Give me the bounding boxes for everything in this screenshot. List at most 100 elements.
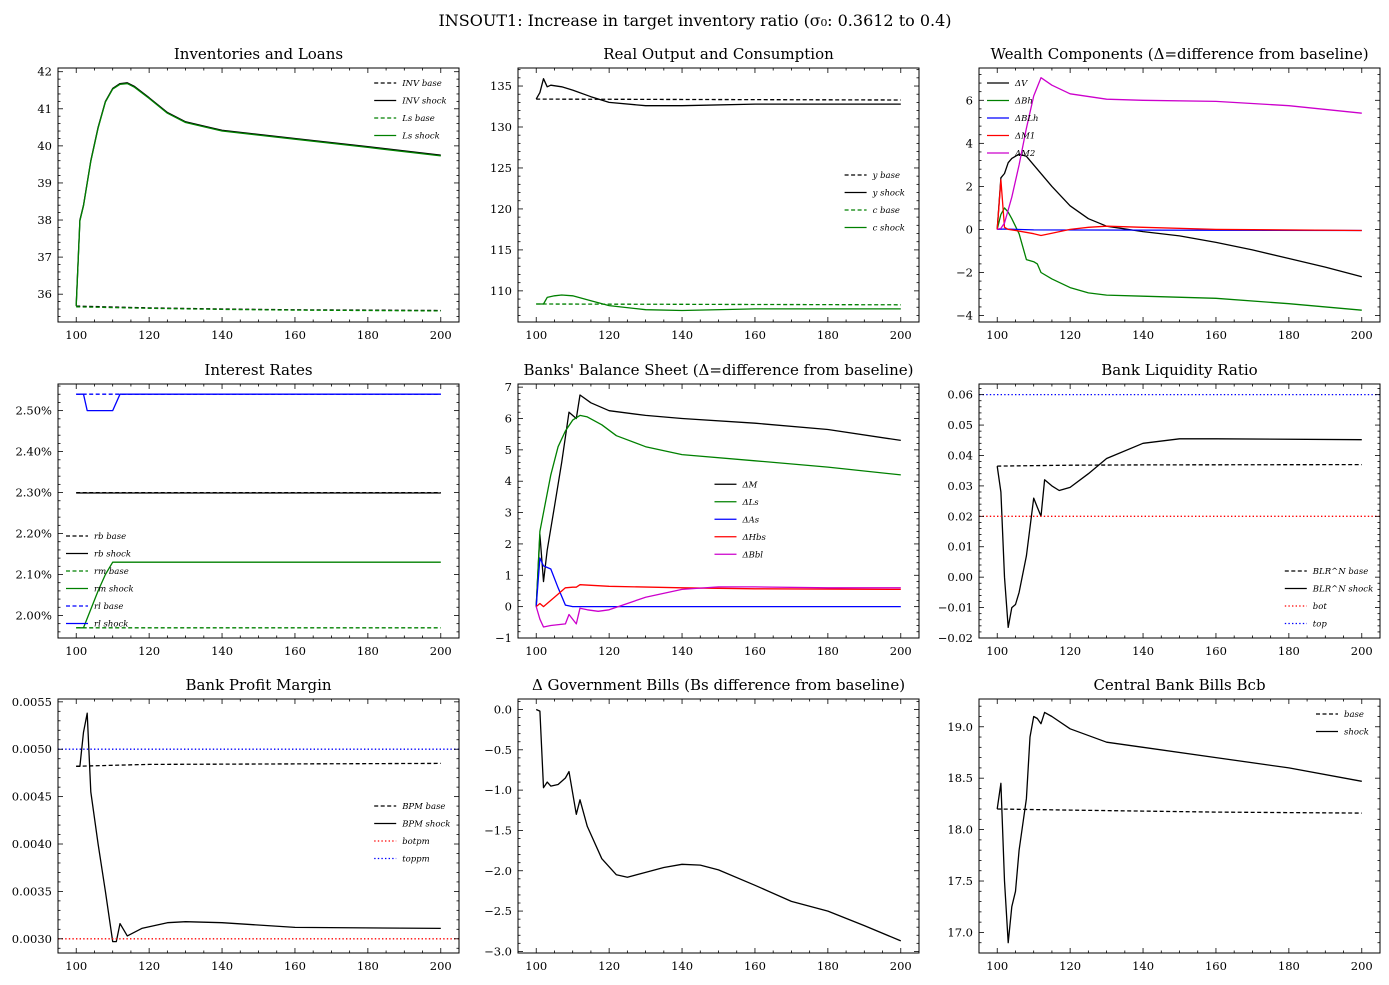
series-line-1	[996, 153, 1362, 278]
x-tick-label: 100	[986, 644, 1008, 658]
legend-entry: botpm	[402, 837, 429, 847]
legend-entry: rb base	[94, 532, 126, 542]
x-tick-label: 180	[817, 644, 839, 658]
y-tick-label: 18.5	[947, 771, 973, 785]
legend-entry: rm shock	[94, 585, 134, 595]
subplot-title: Bank Profit Margin	[185, 676, 331, 694]
legend-entry: Ls base	[401, 114, 435, 124]
x-tick-label: 140	[1132, 959, 1154, 973]
legend-entry: ΔBh	[1014, 97, 1033, 107]
legend-entry: bot	[1313, 602, 1328, 612]
legend-entry: rb shock	[94, 550, 131, 560]
y-tick-label: 41	[37, 102, 52, 116]
x-tick-label: 180	[357, 644, 379, 658]
y-tick-label: 18.0	[947, 823, 973, 837]
y-tick-label: −4	[956, 309, 973, 323]
legend-entry: toppm	[402, 855, 429, 865]
series-line-4	[75, 82, 441, 307]
legend-entry: INV shock	[401, 97, 447, 107]
series-line-5	[535, 586, 901, 628]
y-tick-label: 0.0045	[12, 790, 52, 804]
legend-entry: c shock	[873, 224, 905, 234]
x-tick-label: 180	[357, 959, 379, 973]
legend-entry: shock	[1344, 728, 1369, 738]
y-tick-label: 36	[37, 287, 52, 301]
subplot-title: Central Bank Bills Bcb	[1093, 676, 1265, 694]
legend-entry: ΔHbs	[741, 533, 766, 543]
y-tick-label: −1.0	[484, 783, 512, 797]
legend-entry: ΔBbl	[741, 550, 763, 560]
legend-entry: rm base	[94, 567, 129, 577]
x-tick-label: 120	[138, 959, 160, 973]
series-line-1	[535, 394, 901, 607]
x-tick-label: 200	[890, 644, 912, 658]
x-tick-label: 100	[65, 328, 87, 342]
subplot-title: Banks' Balance Sheet (Δ=difference from …	[524, 361, 914, 379]
x-tick-label: 200	[430, 328, 452, 342]
x-tick-label: 120	[1059, 959, 1081, 973]
y-tick-label: −2.0	[484, 864, 512, 878]
subplot-9: Central Bank Bills Bcb 100 120 140 160 180 200…	[947, 676, 1381, 973]
y-tick-label: 125	[490, 161, 512, 175]
y-tick-label: 2.40%	[15, 445, 52, 459]
x-tick-label: 160	[744, 959, 766, 973]
x-tick-label: 120	[598, 644, 620, 658]
x-tick-label: 140	[1132, 328, 1154, 342]
x-tick-label: 160	[284, 644, 306, 658]
legend-entry: top	[1313, 620, 1328, 630]
x-tick-label: 180	[817, 959, 839, 973]
x-tick-label: 120	[598, 328, 620, 342]
x-tick-label: 140	[671, 644, 693, 658]
y-tick-label: 120	[490, 202, 512, 216]
y-tick-label: −1.5	[484, 823, 512, 837]
x-tick-label: 160	[744, 644, 766, 658]
y-tick-label: −2.5	[484, 904, 512, 918]
y-tick-label: 2.30%	[15, 486, 52, 500]
legend-entry: ΔV	[1014, 79, 1028, 89]
y-tick-label: 4	[505, 474, 512, 488]
x-tick-label: 200	[430, 644, 452, 658]
legend-entry: BPM base	[401, 802, 445, 812]
y-tick-label: 6	[966, 93, 973, 107]
y-tick-label: 0.04	[947, 448, 973, 462]
legend: y base y shock c base c shock	[844, 171, 905, 234]
y-tick-label: 0.06	[947, 388, 973, 402]
x-tick-label: 160	[284, 328, 306, 342]
series-line-5	[997, 77, 1362, 231]
legend-entry: ΔM2	[1014, 149, 1035, 159]
y-tick-label: −2	[956, 265, 973, 279]
subplot-2: Real Output and Consumption 100 120 140 160 1…	[490, 45, 920, 342]
y-tick-label: −3.0	[484, 944, 512, 958]
legend-entry: c base	[873, 206, 900, 216]
series-line-2	[76, 712, 441, 943]
legend: ΔM ΔLs ΔAs ΔHbs ΔBbl	[714, 480, 766, 560]
y-tick-label: 4	[966, 136, 973, 150]
x-tick-label: 140	[211, 644, 233, 658]
y-tick-label: −0.5	[484, 743, 512, 757]
y-tick-label: 0.00	[947, 570, 973, 584]
y-tick-label: 0.02	[947, 509, 973, 523]
legend: BPM base BPM shock botpm toppm	[374, 802, 450, 865]
legend-entry: rl shock	[94, 620, 128, 630]
x-tick-label: 160	[1205, 959, 1227, 973]
y-tick-label: 2	[966, 179, 973, 193]
x-tick-label: 100	[986, 959, 1008, 973]
x-tick-label: 120	[1059, 328, 1081, 342]
x-tick-label: 180	[1278, 328, 1300, 342]
y-tick-label: 0.01	[947, 540, 973, 554]
x-tick-label: 200	[1351, 959, 1373, 973]
series-line-2	[996, 711, 1362, 944]
y-tick-label: 40	[37, 139, 52, 153]
x-tick-label: 100	[65, 959, 87, 973]
y-tick-label: 5	[505, 443, 512, 457]
y-tick-label: 6	[505, 411, 512, 425]
legend-entry: ΔLs	[741, 498, 759, 508]
series-line-2	[535, 414, 901, 607]
x-tick-label: 120	[138, 644, 160, 658]
series-line-1	[997, 463, 1362, 467]
y-tick-label: 17.5	[947, 874, 973, 888]
x-tick-label: 180	[1278, 959, 1300, 973]
y-tick-label: 3	[505, 506, 512, 520]
